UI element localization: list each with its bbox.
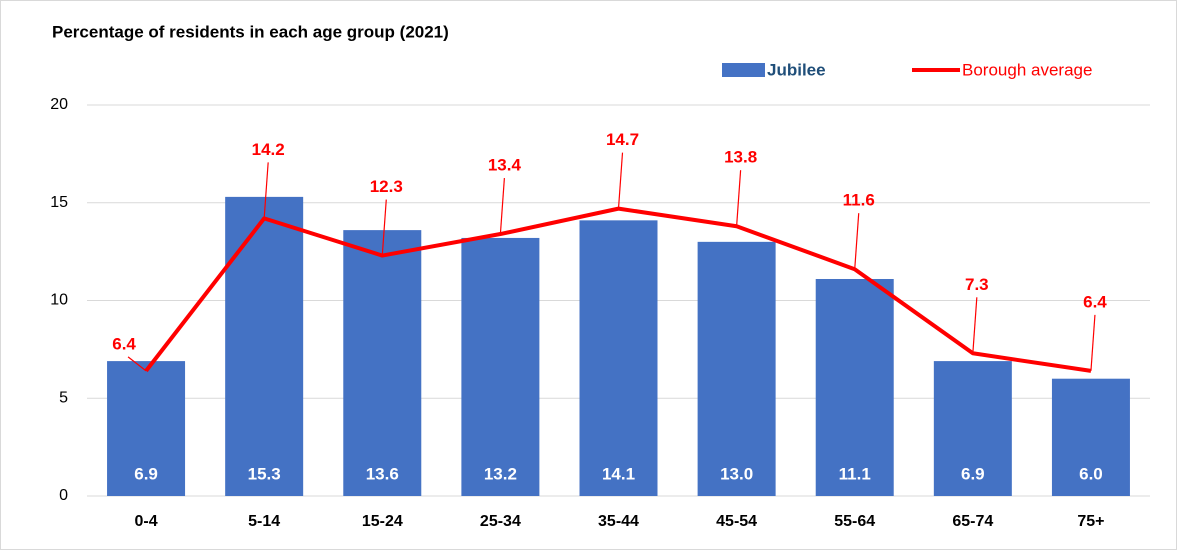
leader-line <box>499 177 505 235</box>
bar-value-label: 11.1 <box>839 464 871 483</box>
bar-value-label: 13.6 <box>366 464 399 483</box>
x-tick-label: 65-74 <box>952 513 993 530</box>
x-tick-label: 0-4 <box>134 513 157 530</box>
bar <box>933 361 1012 496</box>
legend-swatch <box>722 63 765 77</box>
bar-value-label: 13.2 <box>484 464 517 483</box>
bar-value-label: 6.9 <box>961 464 985 483</box>
bar <box>815 278 894 496</box>
leader-line <box>1090 314 1096 371</box>
bar <box>461 237 540 496</box>
line-value-label: 6.4 <box>112 334 136 353</box>
leader-line <box>381 199 387 256</box>
y-tick-label: 0 <box>59 487 68 504</box>
leader-line <box>736 170 742 227</box>
leader-line <box>127 356 147 372</box>
line-value-label: 11.6 <box>843 191 875 210</box>
x-tick-label: 25-34 <box>480 513 521 530</box>
line-value-label: 13.8 <box>724 148 757 167</box>
bar <box>1051 378 1130 496</box>
bar <box>343 230 422 496</box>
x-tick-label: 15-24 <box>362 513 403 530</box>
line-value-label: 14.2 <box>252 140 285 159</box>
bar-value-label: 13.0 <box>720 464 753 483</box>
x-tick-label: 45-54 <box>716 513 757 530</box>
x-tick-label: 35-44 <box>598 513 639 530</box>
legend-label: Borough average <box>962 60 1092 79</box>
bar-value-label: 15.3 <box>248 464 281 483</box>
x-tick-label: 75+ <box>1077 513 1104 530</box>
leader-line <box>972 297 978 354</box>
bar <box>697 241 776 496</box>
leader-line <box>854 213 860 270</box>
line-value-label: 12.3 <box>370 177 403 196</box>
bar-value-label: 14.1 <box>602 464 635 483</box>
line-value-label: 6.4 <box>1083 292 1107 311</box>
bar <box>107 361 186 496</box>
line-value-label: 14.7 <box>606 130 639 149</box>
y-tick-label: 20 <box>50 96 68 113</box>
x-tick-label: 55-64 <box>834 513 875 530</box>
y-tick-label: 10 <box>50 292 68 309</box>
y-tick-label: 5 <box>59 389 68 406</box>
y-tick-label: 15 <box>50 194 68 211</box>
line-value-label: 13.4 <box>488 156 522 175</box>
x-tick-label: 5-14 <box>248 513 280 530</box>
bar <box>225 196 304 496</box>
bar-value-label: 6.9 <box>134 464 158 483</box>
leader-line <box>617 152 624 209</box>
leader-line <box>263 162 269 219</box>
legend-label: Jubilee <box>767 60 826 79</box>
bar <box>579 220 658 496</box>
bar-value-label: 6.0 <box>1079 464 1103 483</box>
chart-title: Percentage of residents in each age grou… <box>52 22 449 41</box>
line-value-label: 7.3 <box>965 275 989 294</box>
